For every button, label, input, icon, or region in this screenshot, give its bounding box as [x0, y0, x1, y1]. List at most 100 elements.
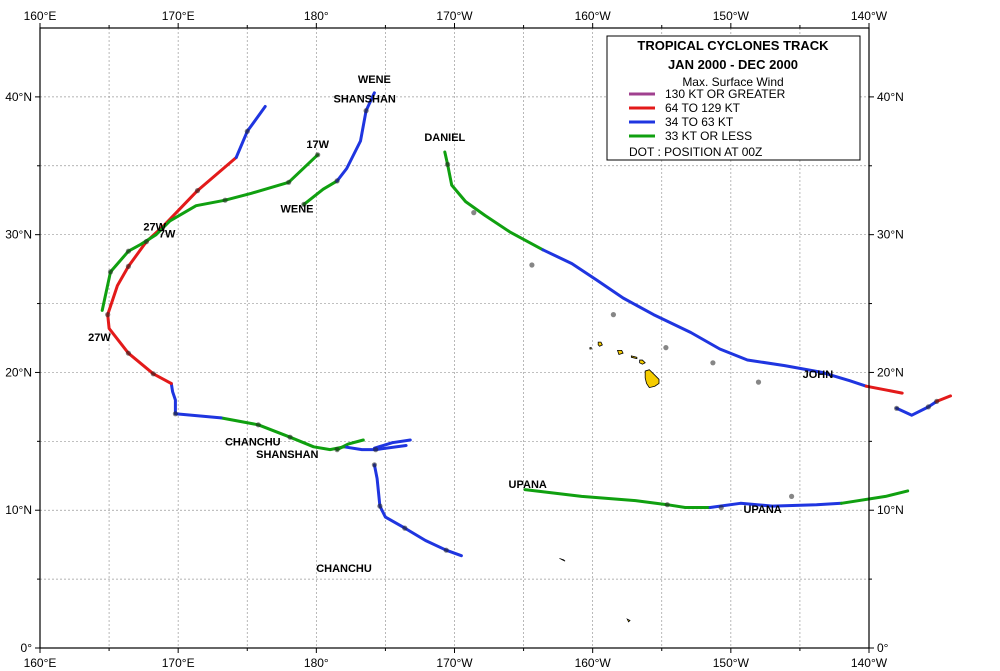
y-tick-label-right: 0° [877, 641, 889, 655]
y-tick-label-left: 30°N [5, 228, 32, 242]
track-upana-td [839, 489, 910, 505]
x-tick-label-bottom: 150°W [713, 656, 750, 670]
storm-label: DANIEL [424, 132, 465, 144]
position-dot [255, 422, 261, 428]
y-tick-label-left: 20°N [5, 365, 32, 379]
legend-item-label: 64 TO 129 KT [665, 101, 741, 115]
position-dot [222, 197, 228, 203]
island-kauai [597, 341, 603, 347]
position-dot [471, 210, 477, 216]
position-dot [150, 371, 156, 377]
axis-ticks: 160°E 160°E 170°E 170°E 180° 180° 170°W 170°W 16… [5, 9, 904, 670]
legend-title: TROPICAL CYCLONES TRACK [637, 38, 829, 53]
x-tick-label-top: 160°W [575, 9, 612, 23]
storm-label: WENE [281, 204, 314, 216]
position-dot [934, 398, 940, 404]
y-tick-label-left: 40°N [5, 90, 32, 104]
position-dot [301, 201, 307, 207]
position-dot [286, 179, 292, 185]
storm-label: 7W [159, 228, 176, 240]
storm-label: SHANSHAN [334, 93, 396, 105]
position-dot [755, 379, 762, 385]
x-tick-label-top: 170°E [162, 9, 195, 23]
position-dot [143, 239, 149, 245]
legend-item-label: 130 KT OR GREATER [665, 87, 786, 101]
legend-period: JAN 2000 - DEC 2000 [668, 57, 798, 72]
position-dot [105, 312, 111, 318]
y-tick-label-right: 20°N [877, 365, 904, 379]
storm-tracks [100, 91, 952, 558]
track-shanshan-ts [169, 382, 223, 420]
x-tick-label-top: 140°W [851, 9, 888, 23]
legend-box: TROPICAL CYCLONES TRACK JAN 2000 - DEC 2… [606, 35, 861, 161]
position-dot [244, 128, 250, 134]
x-tick-label-top: 150°W [713, 9, 750, 23]
position-dot [107, 269, 114, 275]
position-dot [125, 350, 131, 356]
x-tick-label-bottom: 170°W [436, 656, 473, 670]
island-kingman [559, 558, 566, 562]
position-dot [194, 188, 201, 194]
island-layer [559, 341, 660, 623]
position-dot [664, 502, 670, 508]
storm-label: 17W [306, 139, 329, 151]
position-dot [172, 411, 178, 417]
legend-item-label: 33 KT OR LESS [665, 129, 752, 143]
position-dot [610, 312, 617, 318]
track-wene-td [302, 179, 339, 206]
x-tick-label-bottom: 140°W [851, 656, 888, 670]
track-daniel-ty [864, 384, 904, 395]
island-niihau [589, 347, 592, 350]
x-tick-label-bottom: 170°E [162, 656, 195, 670]
position-dot [125, 248, 131, 254]
island-hawaii [644, 369, 660, 389]
position-dots [105, 108, 940, 553]
storm-label: 27W [143, 222, 166, 234]
x-tick-label-bottom: 180° [304, 656, 329, 670]
track-shanshan-td [219, 416, 346, 452]
storm-label: CHANCHU [316, 563, 372, 575]
island-christmas [626, 618, 631, 623]
position-dot [373, 447, 379, 453]
track-upana-ts [708, 501, 843, 509]
x-tick-label-top: 160°E [24, 9, 57, 23]
storm-label: WENE [358, 74, 391, 86]
track-27w-td [100, 153, 320, 312]
track-shanshan-ty [106, 156, 238, 385]
storm-label: UPANA [743, 504, 781, 516]
y-tick-label-right: 40°N [877, 90, 904, 104]
position-dot [315, 152, 321, 158]
position-dot [894, 405, 900, 411]
track-shanshan-ts [372, 438, 412, 450]
position-dot [402, 525, 408, 531]
position-dot [529, 262, 535, 268]
track-shanshan-ts [372, 463, 463, 558]
track-john-ts [895, 399, 939, 417]
position-dot [334, 178, 340, 184]
track-upana-td [523, 488, 712, 509]
storm-label: JOHN [803, 369, 834, 381]
x-tick-label-top: 170°W [436, 9, 473, 23]
position-dot [925, 404, 932, 410]
storm-labels: SHANSHANWENE17WWENEDANIEL27W7W27WCHANCHU… [88, 74, 833, 575]
position-dot [789, 493, 795, 499]
y-tick-label-left: 10°N [5, 503, 32, 517]
position-dot [718, 504, 724, 511]
position-dot [334, 447, 340, 453]
position-dot [710, 360, 716, 366]
storm-label: 27W [88, 332, 111, 344]
y-tick-label-left: 0° [21, 641, 33, 655]
position-dot [443, 547, 449, 553]
position-dot [663, 345, 669, 351]
legend-item-label: 34 TO 63 KT [665, 115, 734, 129]
position-dot [371, 462, 377, 468]
position-dot [377, 503, 383, 509]
y-tick-label-right: 30°N [877, 228, 904, 242]
storm-label: CHANCHU [225, 437, 281, 449]
x-tick-label-top: 180° [304, 9, 329, 23]
storm-label: UPANA [509, 479, 547, 491]
track-daniel-ts [541, 248, 868, 388]
track-shanshan-ts [342, 444, 408, 452]
island-oahu [616, 349, 624, 356]
position-dot [445, 161, 451, 167]
